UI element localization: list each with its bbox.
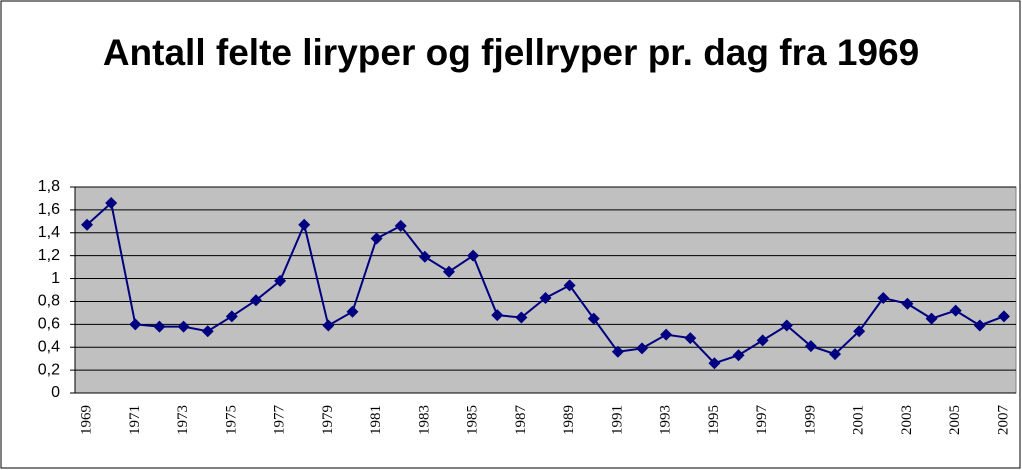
data-point [563, 279, 576, 292]
data-point [804, 340, 817, 353]
data-point [249, 294, 262, 307]
data-point [636, 342, 649, 355]
data-point [587, 312, 600, 325]
data-point [298, 218, 311, 231]
plot-area [74, 186, 1017, 394]
x-tick-label: 1985 [465, 405, 481, 435]
data-point [81, 218, 94, 231]
data-point [901, 297, 914, 310]
data-point [418, 250, 431, 263]
data-point [539, 292, 552, 305]
y-tick-label: 1,2 [38, 247, 60, 264]
x-tick-label: 1997 [754, 405, 770, 436]
data-point [973, 319, 986, 332]
x-tick-label: 1991 [609, 405, 625, 435]
data-point [105, 197, 118, 210]
data-point [491, 309, 504, 322]
data-point [853, 325, 866, 338]
data-point [346, 305, 359, 318]
chart-title: Antall felte liryper og fjellryper pr. d… [102, 32, 920, 73]
data-point [732, 349, 745, 362]
data-point [756, 334, 769, 347]
x-tick-label: 1975 [223, 405, 239, 435]
data-point [949, 304, 962, 317]
y-tick-label: 1 [51, 270, 60, 287]
data-point [201, 325, 214, 338]
data-point [274, 274, 287, 287]
data-point [394, 219, 407, 232]
y-tick-label: 0,4 [38, 338, 60, 355]
data-point [153, 320, 166, 333]
data-point [708, 357, 721, 370]
y-tick-label: 1,4 [38, 224, 60, 241]
y-tick-label: 1,6 [38, 201, 60, 218]
x-tick-label: 1983 [416, 405, 432, 435]
data-point [467, 249, 480, 262]
x-tick-label: 1973 [175, 405, 191, 435]
data-point [660, 328, 673, 341]
data-point [370, 232, 383, 245]
data-point [442, 265, 455, 278]
x-tick-label: 2001 [851, 405, 867, 435]
x-tick-label: 1969 [79, 405, 95, 435]
data-point [129, 318, 142, 331]
y-tick-label: 0,8 [38, 293, 60, 310]
data-point [829, 348, 842, 361]
x-tick-label: 1993 [658, 405, 674, 435]
x-tick-label: 2005 [947, 405, 963, 435]
x-tick-label: 1995 [706, 405, 722, 435]
y-tick-label: 0,6 [38, 316, 60, 333]
x-tick-label: 1981 [368, 405, 384, 435]
data-point [925, 312, 938, 325]
data-point [997, 310, 1010, 323]
data-point [177, 320, 190, 333]
data-point [225, 310, 238, 323]
x-tick-label: 1979 [320, 405, 336, 435]
data-point [877, 292, 890, 305]
y-tick-label: 0 [51, 384, 60, 401]
y-tick-label: 0,2 [38, 361, 60, 378]
x-tick-label: 2007 [995, 405, 1011, 436]
x-tick-label: 2003 [899, 405, 915, 435]
data-point [611, 345, 624, 358]
data-point [780, 319, 793, 332]
data-point [684, 332, 697, 345]
y-tick-label: 1,8 [38, 178, 60, 195]
x-tick-label: 1971 [127, 405, 143, 435]
data-point [515, 311, 528, 324]
x-tick-label: 1999 [802, 405, 818, 435]
x-tick-label: 1989 [561, 405, 577, 435]
x-tick-label: 1987 [513, 405, 529, 436]
x-tick-label: 1977 [272, 405, 288, 436]
data-point [322, 319, 335, 332]
